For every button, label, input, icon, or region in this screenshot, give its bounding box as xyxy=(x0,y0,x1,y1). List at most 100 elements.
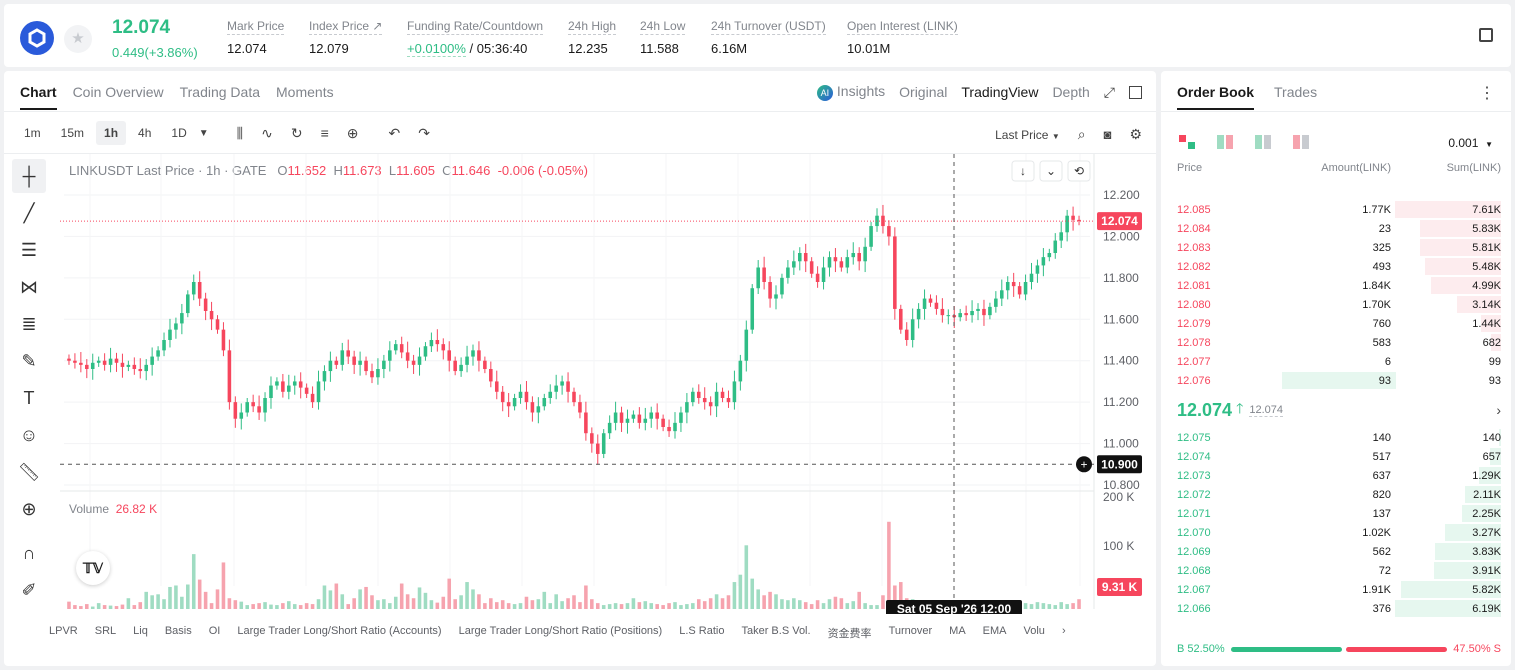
ask-row[interactable]: 12.085 1.77K 7.61K xyxy=(1161,200,1511,219)
price-type-select[interactable]: Last Price ▼ xyxy=(995,127,1060,142)
window-icon[interactable] xyxy=(1129,85,1142,99)
fib-icon[interactable]: ≣ xyxy=(21,313,37,334)
bid-row[interactable]: 12.072 820 2.11K xyxy=(1161,485,1511,504)
indicator-item[interactable]: Large Trader Long/Short Ratio (Accounts) xyxy=(237,625,442,637)
bid-row[interactable]: 12.075 140 140 xyxy=(1161,428,1511,447)
ask-row[interactable]: 12.079 760 1.44K xyxy=(1161,314,1511,333)
indicator-item[interactable]: Liq xyxy=(133,625,148,637)
timeframe-1m[interactable]: 1m xyxy=(24,126,41,140)
redo-icon[interactable]: ↷ xyxy=(418,124,430,141)
chevron-right-icon[interactable]: › xyxy=(1061,625,1066,637)
candle-body xyxy=(732,381,737,403)
pattern-icon[interactable]: ⋈ xyxy=(20,276,38,297)
settings-icon[interactable]: ⚙ xyxy=(1129,126,1142,142)
stat-index-price[interactable]: Index Price ↗ 12.079 xyxy=(309,19,383,56)
layout-split-icon[interactable] xyxy=(1217,135,1233,149)
search-icon[interactable]: ⌕ xyxy=(1077,126,1086,142)
tab-moments[interactable]: Moments xyxy=(276,84,334,100)
tab-trading-data[interactable]: Trading Data xyxy=(179,84,261,100)
tab-chart[interactable]: Chart xyxy=(20,84,57,110)
mid-price-row[interactable]: 12.074 🡑 12.074 › xyxy=(1177,398,1501,422)
bid-row[interactable]: 12.068 72 3.91K xyxy=(1161,561,1511,580)
crosshair-icon[interactable]: ┼ xyxy=(12,159,46,193)
view-original[interactable]: Original xyxy=(899,84,948,100)
bid-row[interactable]: 12.074 517 657 xyxy=(1161,447,1511,466)
layout-asks-icon[interactable] xyxy=(1293,135,1309,149)
bid-row[interactable]: 12.069 562 3.83K xyxy=(1161,542,1511,561)
undo-icon[interactable]: ↶ xyxy=(388,124,401,141)
indicator-item[interactable]: MA xyxy=(949,625,966,637)
timeframe-1h[interactable]: 1h xyxy=(96,121,127,145)
magnet-icon[interactable]: ∩ xyxy=(22,542,36,563)
bid-row[interactable]: 12.067 1.91K 5.82K xyxy=(1161,580,1511,599)
indicator-item[interactable]: Turnover xyxy=(888,625,933,637)
ask-row[interactable]: 12.084 23 5.83K xyxy=(1161,219,1511,238)
text-tool-icon[interactable]: T xyxy=(23,387,35,408)
ask-row[interactable]: 12.076 93 93 xyxy=(1161,371,1511,390)
bid-row[interactable]: 12.073 637 1.29K xyxy=(1161,466,1511,485)
ask-row[interactable]: 12.083 325 5.81K xyxy=(1161,238,1511,257)
brush-icon[interactable]: ✎ xyxy=(21,350,37,371)
stat-funding-rate[interactable]: Funding Rate/Countdown +0.0100% / 05:36:… xyxy=(407,19,544,57)
stat-24h-turnover[interactable]: 24h Turnover (USDT) 6.16M xyxy=(711,19,826,56)
timeframe-1d[interactable]: 1D xyxy=(171,126,187,140)
indicator-item[interactable]: Taker B.S Vol. xyxy=(741,625,811,637)
templates-icon[interactable]: ≡ xyxy=(320,125,329,141)
row-amount: 760 xyxy=(1372,317,1391,330)
candle-type-icon[interactable]: ⫼ xyxy=(236,124,244,141)
timeframe-15m[interactable]: 15m xyxy=(60,126,85,140)
layout-bids-icon[interactable] xyxy=(1255,135,1271,149)
add-indicator-icon[interactable]: ⊕ xyxy=(346,124,359,141)
timeframe-dropdown-icon[interactable]: ▼ xyxy=(198,127,209,139)
indicator-item[interactable]: SRL xyxy=(94,625,117,637)
pencil-icon[interactable]: ✐ xyxy=(21,579,37,600)
ai-icon: AI xyxy=(816,85,833,101)
bid-row[interactable]: 12.071 137 2.25K xyxy=(1161,504,1511,523)
tab-trades[interactable]: Trades xyxy=(1274,84,1318,100)
ask-row[interactable]: 12.081 1.84K 4.99K xyxy=(1161,276,1511,295)
ask-row[interactable]: 12.077 6 99 xyxy=(1161,352,1511,371)
candle-body xyxy=(411,360,416,365)
ask-row[interactable]: 12.082 493 5.48K xyxy=(1161,257,1511,276)
book-icon[interactable] xyxy=(1479,28,1493,42)
volume-bar xyxy=(667,603,671,609)
ask-row[interactable]: 12.078 583 682 xyxy=(1161,333,1511,352)
expand-icon[interactable]: ⤢ xyxy=(1103,83,1115,100)
tab-coin-overview[interactable]: Coin Overview xyxy=(72,84,164,100)
indicator-item[interactable]: 资金费率 xyxy=(827,628,872,640)
indicator-item[interactable]: LPVR xyxy=(49,625,78,637)
tab-order-book[interactable]: Order Book xyxy=(1177,84,1255,110)
indicator-item[interactable]: EMA xyxy=(982,625,1007,637)
view-depth[interactable]: Depth xyxy=(1052,84,1090,100)
more-icon[interactable]: ⋮ xyxy=(1479,85,1495,102)
ruler-icon[interactable]: 📏︎ xyxy=(17,461,41,482)
chevron-right-icon[interactable]: › xyxy=(1496,402,1501,418)
view-insights[interactable]: AI Insights xyxy=(816,83,885,101)
emoji-icon[interactable]: ☺ xyxy=(19,424,39,445)
price-chart[interactable]: 12.200 12.000 11.800 11.600 11.400 11.200 11.0… xyxy=(60,154,1150,614)
candle-body xyxy=(809,261,814,274)
stat-mark-price[interactable]: Mark Price 12.074 xyxy=(227,19,285,56)
view-tradingview[interactable]: TradingView xyxy=(961,84,1039,100)
camera-icon[interactable]: ◙ xyxy=(1103,127,1112,142)
bid-row[interactable]: 12.066 376 6.19K xyxy=(1161,599,1511,618)
favorite-star-icon[interactable]: ★ xyxy=(64,25,92,53)
tradingview-logo-icon[interactable]: 𝕋𝕍 xyxy=(76,551,110,585)
bid-row[interactable]: 12.070 1.02K 3.27K xyxy=(1161,523,1511,542)
indicator-item[interactable]: Basis xyxy=(164,625,192,637)
indicator-item[interactable]: Large Trader Long/Short Ratio (Positions… xyxy=(458,625,663,637)
stat-open-interest[interactable]: Open Interest (LINK) 10.01M xyxy=(847,19,958,56)
horizontal-lines-icon[interactable]: ☰ xyxy=(20,239,38,260)
precision-select[interactable]: 0.001 ▼ xyxy=(1448,136,1493,150)
trend-line-icon[interactable]: ╱ xyxy=(23,202,35,223)
row-price: 12.075 xyxy=(1177,431,1211,444)
indicator-item[interactable]: L.S Ratio xyxy=(679,625,725,637)
ask-row[interactable]: 12.080 1.70K 3.14K xyxy=(1161,295,1511,314)
indicator-item[interactable]: OI xyxy=(208,625,221,637)
replay-icon[interactable]: ↻ xyxy=(290,124,303,141)
timeframe-4h[interactable]: 4h xyxy=(138,126,152,140)
indicator-item[interactable]: Volu xyxy=(1023,625,1045,637)
zoom-in-icon[interactable]: ⊕ xyxy=(21,498,37,519)
indicators-icon[interactable]: ∿ xyxy=(261,124,273,141)
layout-both-icon[interactable] xyxy=(1179,135,1195,149)
